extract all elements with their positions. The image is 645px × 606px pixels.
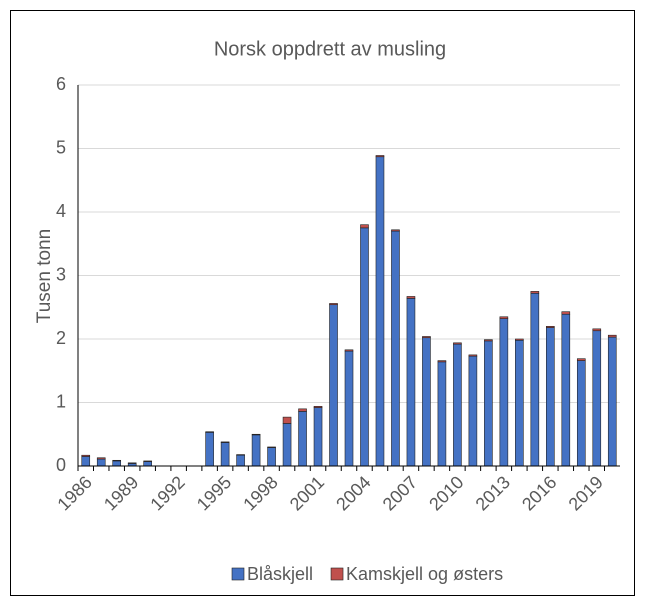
bar-segment xyxy=(561,311,571,315)
bar-segment xyxy=(515,338,524,341)
legend-swatch xyxy=(231,567,245,581)
bar-segment xyxy=(251,434,261,467)
bar-segment xyxy=(375,156,385,467)
bar-segment xyxy=(143,460,152,462)
bar-segment xyxy=(344,350,354,467)
bar-segment xyxy=(422,337,431,467)
bar-segment xyxy=(313,406,323,408)
bar-segment xyxy=(112,460,122,467)
bar-segment xyxy=(391,230,400,467)
bar-segment xyxy=(530,292,540,467)
bar-segment xyxy=(267,447,276,467)
legend-label: Kamskjell og østers xyxy=(346,564,503,584)
bar-segment xyxy=(127,462,137,464)
bar-segment xyxy=(422,336,431,339)
y-tick-label: 5 xyxy=(56,137,66,157)
bar-segment xyxy=(205,432,214,467)
bar-segment xyxy=(96,458,106,467)
y-tick-label: 3 xyxy=(56,264,66,284)
bar-segment xyxy=(344,349,354,352)
bar-segment xyxy=(251,433,261,436)
bar-segment xyxy=(484,340,493,467)
bar-segment xyxy=(437,361,447,467)
bar-segment xyxy=(96,457,106,460)
bar-segment xyxy=(468,355,478,467)
bar-segment xyxy=(143,461,152,467)
bar-segment xyxy=(329,303,338,306)
bar-segment xyxy=(267,446,276,448)
bar-segment xyxy=(282,423,292,467)
bar-segment xyxy=(453,342,462,345)
bar-segment xyxy=(282,416,292,424)
y-tick-label: 2 xyxy=(56,328,66,348)
bar-segment xyxy=(484,339,493,342)
bar-segment xyxy=(112,459,122,462)
y-tick-label: 1 xyxy=(56,391,66,411)
bar-segment xyxy=(236,454,245,467)
bar-segment xyxy=(499,316,509,319)
bar-segment xyxy=(391,229,400,232)
bar-segment xyxy=(360,227,369,467)
y-tick-label: 6 xyxy=(56,74,66,94)
bar-segment xyxy=(437,360,447,363)
bar-segment xyxy=(406,298,416,467)
bar-segment xyxy=(406,296,416,299)
bar-segment xyxy=(576,358,586,361)
legend-label: Blåskjell xyxy=(247,564,313,584)
bar-segment xyxy=(329,304,338,467)
bar-segment xyxy=(515,339,524,467)
bar-segment xyxy=(298,408,307,412)
bar-segment xyxy=(530,291,540,294)
bar-segment xyxy=(360,224,369,229)
bar-segment xyxy=(607,336,617,467)
bar-segment xyxy=(81,454,91,457)
bar-segment xyxy=(220,441,230,443)
bar-segment xyxy=(220,442,230,467)
bar-segment xyxy=(298,411,307,467)
bar-segment xyxy=(468,354,478,357)
bar-segment xyxy=(81,456,91,467)
bar-segment xyxy=(607,334,617,338)
chart-border xyxy=(10,10,635,596)
bar-segment xyxy=(205,431,214,433)
bar-segment xyxy=(592,330,602,467)
bar-segment xyxy=(561,313,571,467)
bar-segment xyxy=(453,343,462,467)
bar-segment xyxy=(499,318,509,467)
bar-segment xyxy=(592,328,602,332)
bar-segment xyxy=(236,454,245,456)
chart-title: Norsk oppdrett av musling xyxy=(214,38,446,60)
y-axis-label: Tusen tonn xyxy=(34,229,55,323)
bar-segment xyxy=(313,407,323,467)
legend-swatch xyxy=(330,567,344,581)
y-tick-label: 0 xyxy=(56,455,66,475)
y-tick-label: 4 xyxy=(56,201,66,221)
bar-segment xyxy=(546,327,555,467)
bar-segment xyxy=(546,325,555,328)
bar-segment xyxy=(375,155,385,158)
bar-segment xyxy=(576,360,586,467)
